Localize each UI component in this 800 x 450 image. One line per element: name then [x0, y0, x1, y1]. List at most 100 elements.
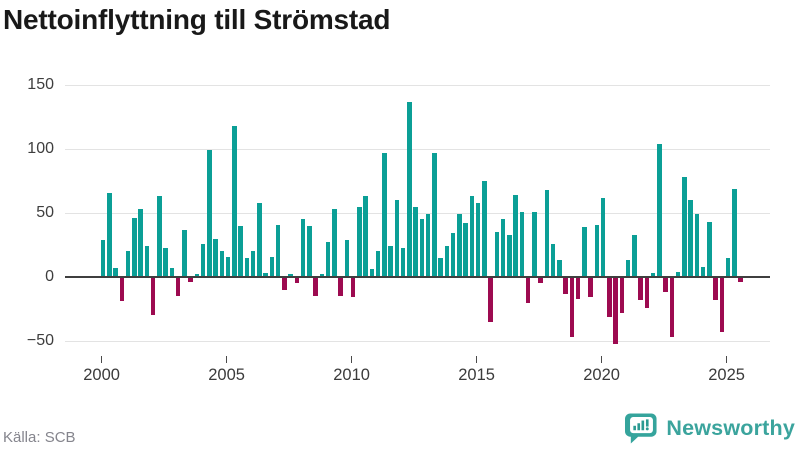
bar: [300, 219, 306, 277]
bar: [413, 206, 418, 277]
y-axis-tick-label: 0: [45, 268, 54, 285]
bar: [369, 269, 375, 277]
x-axis-tick-label: 2020: [583, 366, 620, 384]
bar: [219, 251, 225, 277]
bar: [207, 150, 212, 277]
bar: [488, 277, 493, 322]
bar: [675, 271, 681, 277]
bar: [407, 101, 412, 277]
bar: [594, 224, 600, 277]
bar: [475, 202, 481, 277]
bar: [269, 256, 275, 277]
bar: [469, 196, 475, 277]
bar: [325, 242, 331, 277]
bar: [507, 234, 512, 277]
bar: [707, 221, 712, 277]
bar: [482, 181, 487, 277]
bar: [200, 243, 206, 277]
bar: [700, 266, 706, 277]
bar: [175, 277, 181, 297]
y-axis-tick-label: 50: [36, 204, 54, 221]
bar: [532, 211, 537, 277]
bar: [182, 229, 187, 277]
bar: [682, 177, 687, 277]
bar: [188, 277, 193, 283]
bar: [394, 200, 400, 277]
bar: [625, 260, 631, 277]
bar: [644, 277, 650, 308]
bar: [619, 277, 625, 313]
bar: [375, 251, 381, 277]
bar: [663, 277, 668, 293]
x-axis-tick: [225, 356, 228, 363]
bar: [444, 246, 450, 277]
bar: [613, 277, 618, 344]
bar: [525, 277, 531, 303]
bar: [419, 219, 425, 277]
bar: [732, 188, 737, 277]
bar: [582, 227, 587, 277]
bar: [113, 268, 118, 277]
x-axis-tick-label: 2015: [458, 366, 495, 384]
bar: [213, 238, 218, 277]
bar: [432, 152, 437, 277]
brand-logo-link[interactable]: Newsworthy: [625, 412, 795, 445]
bar: [225, 256, 231, 277]
bar: [738, 277, 743, 283]
x-axis-zero-line: [65, 275, 770, 279]
bar: [638, 277, 643, 301]
bar: [313, 277, 318, 297]
bar: [138, 209, 143, 277]
bar: [132, 218, 137, 277]
bar: [263, 273, 268, 277]
bar: [669, 277, 675, 338]
x-axis-tick-label: 2005: [208, 366, 245, 384]
bar: [157, 196, 162, 277]
bar: [494, 232, 500, 277]
bar: [344, 239, 350, 277]
bar: [357, 206, 362, 277]
bar: [169, 268, 175, 277]
bar: [275, 224, 281, 277]
bar: [457, 214, 462, 277]
source-credit: Källa: SCB: [3, 429, 76, 446]
bar: [388, 246, 393, 277]
bar: [257, 202, 262, 277]
bar: [232, 125, 237, 277]
bar: [575, 277, 581, 299]
bar: [500, 219, 506, 277]
chart-title: Nettoinflyttning till Strömstad: [3, 4, 391, 35]
bar: [544, 189, 550, 277]
bar: [563, 277, 568, 294]
bar: [657, 143, 662, 277]
bar: [307, 225, 312, 277]
bar: [513, 195, 518, 277]
bar: [650, 273, 656, 277]
y-axis-tick-label: 100: [27, 140, 54, 157]
x-axis-tick: [475, 356, 478, 363]
plot-area: 2000 2005 2010 2015 2020 2025: [65, 0, 770, 450]
gridline: [65, 148, 770, 150]
bar: [519, 211, 525, 277]
gridline: [65, 340, 770, 342]
bar: [713, 277, 718, 301]
y-axis-tick-label: −50: [26, 332, 54, 349]
bar: [382, 152, 387, 277]
x-axis-tick-label: 2010: [333, 366, 370, 384]
bar: [294, 277, 300, 284]
gridline: [65, 84, 770, 86]
bar: [688, 200, 693, 277]
bar: [350, 277, 356, 298]
bar: [600, 197, 606, 277]
bar: [463, 223, 468, 277]
x-axis-tick-label: 2000: [83, 366, 120, 384]
y-axis-tick-label: 150: [27, 76, 54, 93]
bar: [250, 251, 256, 277]
bar: [107, 192, 112, 277]
bar: [125, 251, 131, 277]
x-axis-tick-label: 2025: [708, 366, 745, 384]
bar: [282, 277, 287, 290]
bar: [438, 257, 443, 277]
brand-wordmark: Newsworthy: [666, 416, 795, 440]
